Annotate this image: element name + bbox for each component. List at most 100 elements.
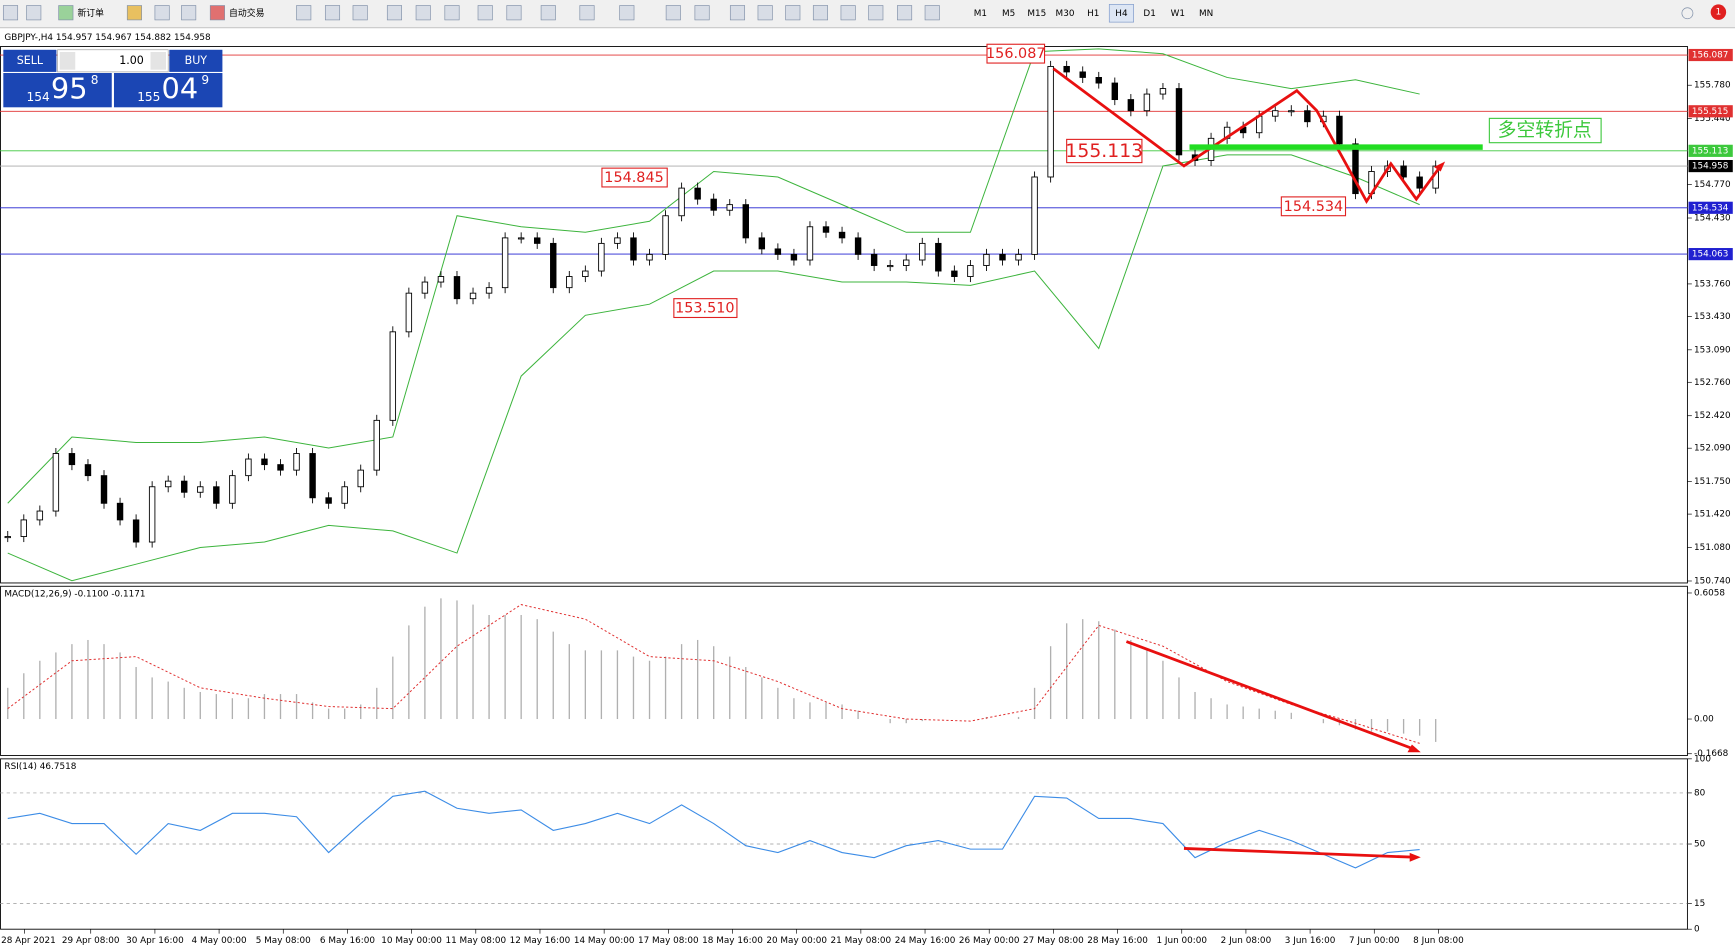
icon[interactable] <box>619 5 635 21</box>
symbol-title: GBPJPY-,H4 154.957 154.967 154.882 154.9… <box>4 33 211 43</box>
annotation: 154.534 <box>1284 199 1343 215</box>
candle-body <box>1063 65 1070 73</box>
bid-box[interactable] <box>3 73 112 108</box>
icon[interactable] <box>694 5 710 21</box>
icon[interactable] <box>665 5 681 21</box>
icon[interactable] <box>126 5 142 21</box>
chart-area <box>0 28 1735 948</box>
icon[interactable] <box>868 5 884 21</box>
candle-body <box>36 510 44 521</box>
icon[interactable] <box>540 5 556 21</box>
x-tick-label: 20 May 00:00 <box>766 936 827 946</box>
timeframe-button[interactable]: H4 <box>1115 9 1128 19</box>
candle-body <box>646 253 653 261</box>
icon[interactable] <box>812 5 828 21</box>
y-tick-label: 152.420 <box>1694 411 1731 421</box>
lots-down[interactable] <box>59 51 76 70</box>
icon[interactable] <box>785 5 801 21</box>
y-tick-label: 153.430 <box>1694 312 1731 322</box>
candle-body <box>983 253 990 266</box>
auto-trading-button[interactable]: 自动交易 <box>229 7 264 19</box>
notification-badge[interactable] <box>1710 4 1727 20</box>
icon[interactable] <box>2 5 19 21</box>
macd-frame <box>0 585 1688 756</box>
candle-body <box>309 453 316 499</box>
icon[interactable] <box>154 5 170 21</box>
search-icon[interactable] <box>1681 7 1694 20</box>
x-tick-label: 3 Jun 16:00 <box>1285 936 1336 946</box>
candle-body <box>1288 110 1295 113</box>
icon[interactable] <box>415 5 431 21</box>
icon[interactable] <box>506 5 522 21</box>
buy-label: BUY <box>185 54 208 67</box>
lots-input[interactable] <box>57 49 169 73</box>
icon[interactable] <box>444 5 460 21</box>
icon[interactable] <box>352 5 368 21</box>
lots-up[interactable] <box>150 51 166 70</box>
ask-box[interactable] <box>113 73 223 108</box>
new-order-button[interactable]: 新订单 <box>77 7 104 19</box>
x-tick-label: 10 May 00:00 <box>381 936 442 946</box>
candle-body <box>614 237 621 244</box>
timeframe-button[interactable]: M5 <box>1002 9 1015 19</box>
candle-body <box>1175 88 1183 156</box>
timeframe-button[interactable]: M1 <box>974 9 987 19</box>
y-tick-label: 0 <box>1694 925 1700 935</box>
y-tick-label: 150.740 <box>1694 576 1731 586</box>
timeframe-button[interactable]: M30 <box>1056 9 1075 19</box>
candle-body <box>181 480 188 493</box>
icon[interactable] <box>757 5 773 21</box>
candle-body <box>790 253 798 261</box>
candle-body <box>293 453 300 471</box>
level-label: 154.958 <box>1692 162 1729 172</box>
y-tick-label: 154.770 <box>1694 180 1731 190</box>
icon[interactable] <box>296 5 312 21</box>
x-tick-label: 6 May 16:00 <box>320 936 375 946</box>
timeframe-active <box>1108 4 1134 23</box>
candle-body <box>1143 93 1151 112</box>
icon[interactable] <box>477 5 493 21</box>
candle-body <box>1047 65 1054 178</box>
annotation-box <box>1280 196 1347 217</box>
candle-body <box>229 475 236 504</box>
annotation: 155.113 <box>1065 141 1143 162</box>
x-tick-label: 8 Jun 08:00 <box>1413 936 1464 946</box>
icon[interactable] <box>324 5 341 21</box>
timeframe-button[interactable]: M15 <box>1027 9 1046 19</box>
arrow-head <box>1407 744 1421 753</box>
icon[interactable] <box>579 5 595 21</box>
timeframe-button[interactable]: W1 <box>1171 9 1185 19</box>
timeframe-button[interactable]: MN <box>1199 9 1213 19</box>
candle-body <box>1400 165 1407 178</box>
icon[interactable] <box>181 5 197 21</box>
icon[interactable] <box>897 5 913 21</box>
candle-body <box>4 536 11 539</box>
candle-body <box>197 486 204 493</box>
sell-button[interactable] <box>3 49 57 72</box>
icon[interactable] <box>924 5 940 21</box>
annotation-box <box>1066 138 1143 164</box>
timeframe-button[interactable]: D1 <box>1143 9 1155 19</box>
candle-body <box>999 253 1006 261</box>
one-click-panel: SELL 1.00 BUY 154 95 8 155 04 9 <box>3 49 223 108</box>
y-tick-label: 152.090 <box>1694 444 1731 454</box>
x-tick-label: 27 May 08:00 <box>1023 936 1084 946</box>
timeframe-button[interactable]: H1 <box>1087 9 1099 19</box>
x-tick-label: 7 Jun 00:00 <box>1349 936 1400 946</box>
icon[interactable] <box>729 5 746 21</box>
candle-body <box>213 486 220 504</box>
icon[interactable] <box>58 5 74 21</box>
rsi-trend-arrow <box>1183 847 1417 859</box>
candle-body <box>1159 88 1167 95</box>
icon[interactable] <box>209 5 225 21</box>
annotation: 156.087 <box>986 46 1045 62</box>
icon[interactable] <box>26 5 42 21</box>
macd-signal <box>7 604 1420 744</box>
y-tick-label: 15 <box>1694 899 1705 909</box>
candle-body <box>164 480 172 488</box>
candle-body <box>919 242 926 261</box>
candle-body <box>694 187 701 200</box>
icon[interactable] <box>386 5 402 21</box>
icon[interactable] <box>840 5 856 21</box>
buy-button[interactable] <box>169 49 223 72</box>
